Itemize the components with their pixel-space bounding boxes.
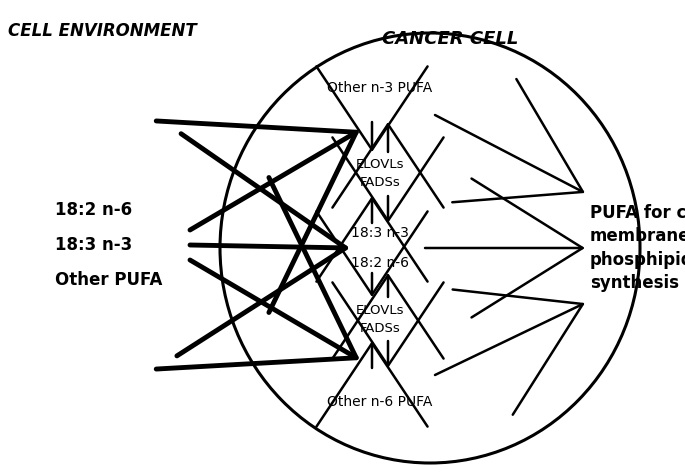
Text: 18:2 n-6: 18:2 n-6 [55,201,132,219]
Text: Other n-3 PUFA: Other n-3 PUFA [327,81,433,95]
Text: CELL ENVIRONMENT: CELL ENVIRONMENT [8,22,197,40]
Text: Other PUFA: Other PUFA [55,271,162,289]
Text: 18:2 n-6: 18:2 n-6 [351,256,409,270]
Text: Other n-6 PUFA: Other n-6 PUFA [327,395,433,409]
Text: ELOVLs
FADSs: ELOVLs FADSs [356,159,404,189]
Text: CANCER CELL: CANCER CELL [382,30,518,48]
Text: ELOVLs
FADSs: ELOVLs FADSs [356,304,404,335]
Text: 18:3 n-3: 18:3 n-3 [351,226,409,240]
Text: 18:3 n-3: 18:3 n-3 [55,236,132,254]
Text: PUFA for cell
membrane
phosphipid
synthesis: PUFA for cell membrane phosphipid synthe… [590,204,685,292]
